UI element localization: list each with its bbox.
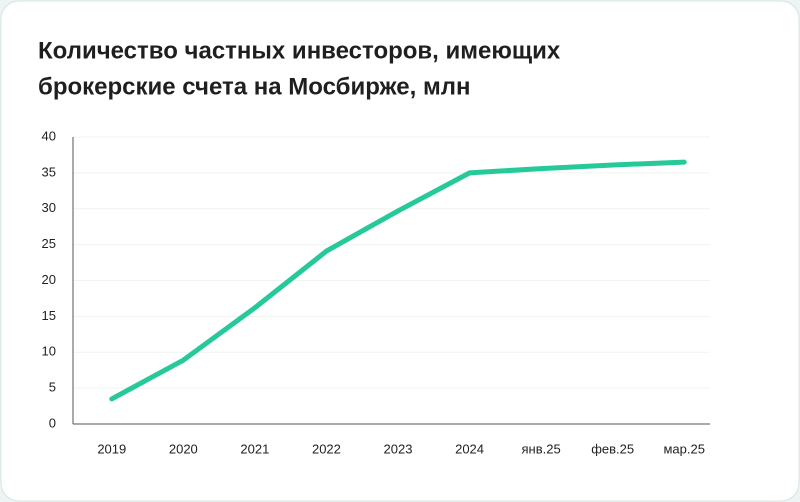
y-tick-label: 25: [42, 236, 56, 251]
x-tick-label: 2020: [169, 441, 198, 456]
y-tick-label: 35: [42, 164, 56, 179]
chart-title-line: брокерские счета на Мосбирже, млн: [38, 73, 470, 100]
x-tick-label: мар.25: [663, 441, 704, 456]
x-tick-label: 2022: [312, 441, 341, 456]
y-tick-label: 10: [42, 344, 56, 359]
x-tick-label: янв.25: [522, 441, 561, 456]
x-tick-label: 2019: [97, 441, 126, 456]
chart-title-line: Количество частных инвесторов, имеющих: [38, 37, 561, 64]
y-tick-label: 15: [42, 308, 56, 323]
x-tick-label: фев.25: [591, 441, 634, 456]
y-tick-label: 40: [42, 128, 56, 143]
x-tick-label: 2024: [455, 441, 484, 456]
y-tick-label: 20: [42, 272, 56, 287]
y-tick-label: 30: [42, 200, 56, 215]
y-tick-label: 5: [49, 380, 56, 395]
y-tick-label: 0: [49, 415, 56, 430]
data-line: [109, 159, 687, 402]
x-tick-label: 2023: [384, 441, 413, 456]
x-tick-label: 2021: [240, 441, 269, 456]
